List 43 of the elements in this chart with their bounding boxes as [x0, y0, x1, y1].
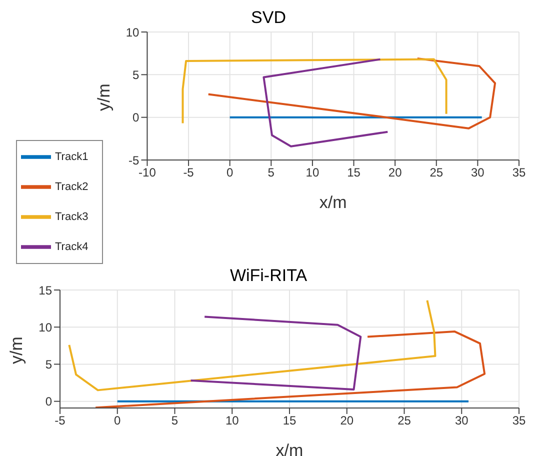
x-tick-label: 35: [512, 414, 526, 428]
chart-title: SVD: [251, 8, 286, 27]
x-tick-label: 20: [388, 166, 402, 180]
y-tick-label: -5: [128, 153, 140, 168]
y-tick-label: 10: [126, 25, 140, 40]
x-tick-label: 10: [306, 166, 320, 180]
x-tick-label: 10: [225, 414, 240, 428]
x-tick-label: -5: [183, 166, 194, 180]
legend-label: Track1: [55, 150, 88, 163]
line-series: [182, 58, 448, 124]
y-tick-label: 5: [45, 357, 52, 372]
y-tick-label: 15: [38, 283, 52, 298]
y-axis-title: y/m: [7, 336, 26, 364]
line-series: [207, 57, 496, 130]
x-tick-label: 15: [282, 414, 296, 428]
legend-label: Track3: [55, 210, 88, 223]
line-series: [190, 316, 362, 390]
y-axis-title: y/m: [94, 84, 114, 111]
x-axis-title: x/m: [276, 441, 304, 456]
y-tick-label: 0: [45, 394, 52, 409]
legend-label: Track2: [55, 180, 88, 193]
x-tick-label: 5: [171, 414, 178, 428]
x-tick-label: 30: [454, 414, 469, 428]
x-tick-label: -10: [138, 166, 156, 180]
x-tick-label: 35: [512, 166, 526, 180]
x-tick-label: 25: [398, 414, 412, 428]
line-series: [68, 299, 436, 392]
x-tick-label: 0: [226, 166, 234, 180]
y-tick-label: 10: [38, 320, 52, 334]
line-series: [262, 58, 389, 148]
x-tick-label: 5: [268, 166, 275, 180]
y-tick-label: 0: [132, 110, 140, 125]
x-axis-title: x/m: [319, 193, 347, 212]
x-tick-label: 20: [340, 414, 354, 428]
x-tick-label: 15: [347, 166, 361, 180]
x-tick-label: 0: [114, 414, 122, 428]
chart-title: WiFi-RITA: [230, 266, 308, 285]
x-tick-label: 30: [471, 166, 485, 180]
x-tick-label: -5: [54, 414, 66, 428]
line-series: [94, 330, 486, 408]
legend-label: Track4: [55, 240, 88, 253]
y-tick-label: 5: [132, 68, 140, 82]
x-tick-label: 25: [430, 166, 444, 180]
